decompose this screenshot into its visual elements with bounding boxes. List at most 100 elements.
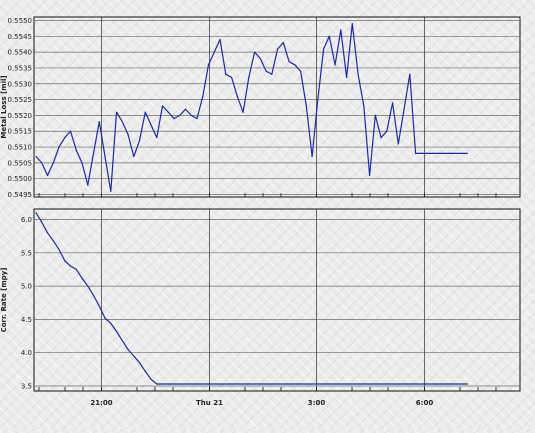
x-tick-label: 3:00 <box>308 399 326 407</box>
data-point <box>98 121 100 123</box>
data-point <box>271 73 273 75</box>
data-point <box>150 124 152 126</box>
data-point <box>202 95 204 97</box>
data-point <box>161 105 164 107</box>
data-point <box>409 73 411 75</box>
data-point <box>207 64 210 66</box>
data-point <box>110 322 112 324</box>
data-point <box>92 152 95 154</box>
data-point <box>58 248 60 251</box>
data-point <box>64 260 66 262</box>
data-point <box>87 285 89 287</box>
y-tick-label: 0.5545 <box>8 33 33 41</box>
data-point <box>138 140 141 142</box>
data-point <box>248 76 250 78</box>
data-point <box>144 111 146 113</box>
data-point <box>121 121 123 123</box>
data-point <box>46 232 49 234</box>
data-point <box>455 152 457 154</box>
y-tick-label: 0.5510 <box>8 144 33 152</box>
data-point <box>115 330 118 332</box>
y-tick-label: 0.5515 <box>8 128 33 136</box>
data-point <box>265 70 267 72</box>
data-point <box>363 105 365 107</box>
y-tick-label: 0.5500 <box>8 175 33 183</box>
y-tick-label: 0.5495 <box>8 191 33 199</box>
data-point <box>300 70 302 72</box>
y-tick-label: 0.5550 <box>8 17 33 25</box>
x-tick-label: 6:00 <box>416 399 434 407</box>
data-point <box>156 137 158 139</box>
data-point <box>41 162 43 164</box>
chart-panel-2: 3.5 4.0 4.5 5.0 5.5 6.0 Corr. Rate [mpy] 21:00 T… <box>0 208 521 407</box>
data-point <box>449 152 451 154</box>
data-point <box>69 265 72 267</box>
data-point <box>121 340 123 342</box>
data-point <box>311 155 313 158</box>
data-point <box>438 152 440 154</box>
y-axis-title: Corr. Rate [mpy] <box>0 268 8 333</box>
data-point <box>443 152 445 154</box>
data-point <box>294 64 296 66</box>
y-axis-title: Metal Loss [mil] <box>0 75 8 138</box>
data-point <box>236 95 238 97</box>
data-point <box>357 73 359 75</box>
plot-frame <box>33 16 521 198</box>
y-tick-label: 4.5 <box>21 316 32 324</box>
data-point <box>127 348 129 350</box>
series-line <box>35 212 468 385</box>
data-point <box>277 48 279 50</box>
data-point <box>213 51 215 53</box>
data-point <box>305 105 307 107</box>
data-point <box>179 114 181 116</box>
y-tick-label: 0.5530 <box>8 80 33 88</box>
y-tick-label: 3.5 <box>21 383 32 391</box>
data-point <box>167 383 169 385</box>
series-line <box>35 23 468 192</box>
data-point <box>386 130 388 132</box>
data-point <box>323 48 325 50</box>
data-point <box>415 152 417 154</box>
data-point <box>242 111 244 113</box>
data-point <box>98 305 100 307</box>
data-point <box>254 51 256 53</box>
data-point <box>420 152 422 154</box>
data-point <box>35 212 37 214</box>
data-point <box>461 152 463 154</box>
data-point <box>92 294 95 296</box>
data-point <box>69 130 72 132</box>
data-point <box>127 133 129 135</box>
data-point <box>340 29 342 31</box>
data-point <box>81 162 83 164</box>
y-tick-label: 0.5505 <box>8 159 33 167</box>
y-tick-label: 4.0 <box>21 349 32 357</box>
data-point <box>380 137 382 139</box>
data-point <box>392 102 394 104</box>
data-point <box>369 174 371 177</box>
data-point <box>184 108 187 110</box>
data-point <box>167 111 169 113</box>
y-tick-label: 5.0 <box>21 283 32 291</box>
data-point <box>288 61 290 63</box>
data-point <box>346 76 348 78</box>
data-point <box>196 118 198 120</box>
data-point <box>104 317 106 319</box>
data-point <box>115 111 118 113</box>
data-point <box>351 23 353 25</box>
data-point <box>64 137 66 139</box>
y-tick-label: 0.5525 <box>8 96 33 104</box>
data-point <box>231 76 233 78</box>
data-point <box>52 162 54 164</box>
data-point <box>58 146 60 148</box>
data-point <box>110 190 112 192</box>
data-point <box>75 149 77 151</box>
data-point <box>156 383 158 385</box>
data-point <box>81 277 83 279</box>
data-point <box>328 35 330 37</box>
y-tick-label: 0.5520 <box>8 112 33 120</box>
data-point <box>173 118 175 120</box>
data-point <box>317 99 319 101</box>
data-point <box>150 378 152 380</box>
